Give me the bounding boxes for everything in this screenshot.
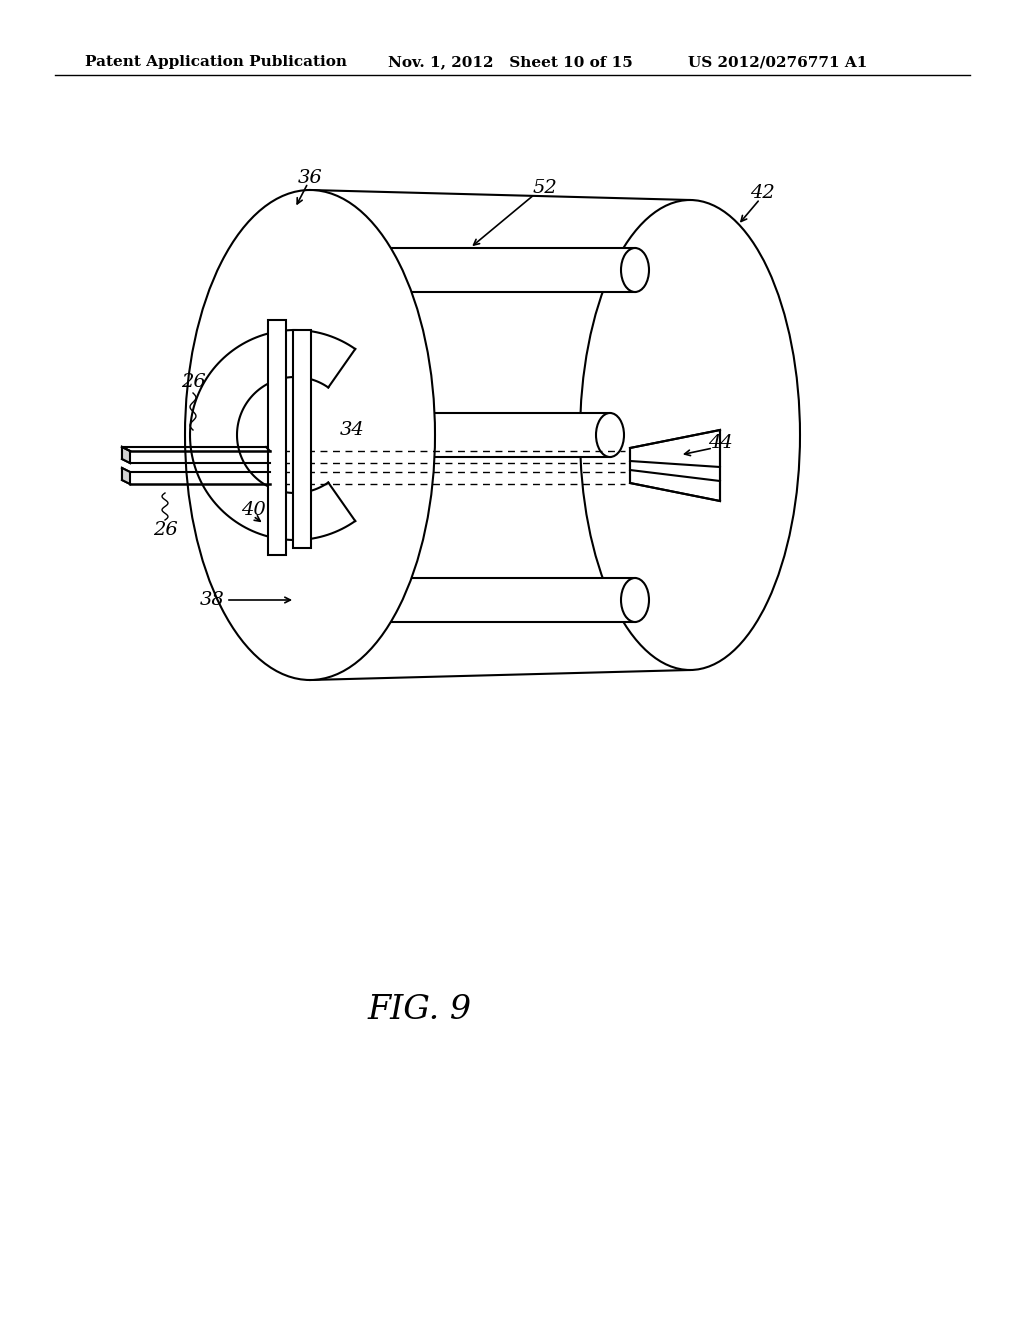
Text: 34: 34 xyxy=(340,421,365,440)
Text: 42: 42 xyxy=(750,183,774,202)
Text: 52: 52 xyxy=(532,180,557,197)
Polygon shape xyxy=(310,190,690,680)
Ellipse shape xyxy=(346,248,374,292)
Ellipse shape xyxy=(185,190,435,680)
Polygon shape xyxy=(268,319,286,554)
Polygon shape xyxy=(293,330,311,548)
Text: Nov. 1, 2012   Sheet 10 of 15: Nov. 1, 2012 Sheet 10 of 15 xyxy=(388,55,633,69)
Text: 38: 38 xyxy=(200,591,224,609)
Text: 40: 40 xyxy=(241,502,265,519)
Ellipse shape xyxy=(346,578,374,622)
Polygon shape xyxy=(360,578,635,622)
Polygon shape xyxy=(122,469,130,484)
Text: 26: 26 xyxy=(153,521,177,539)
Polygon shape xyxy=(630,430,720,502)
Ellipse shape xyxy=(580,201,800,671)
Polygon shape xyxy=(385,413,610,457)
Text: FIG. 9: FIG. 9 xyxy=(368,994,472,1026)
Polygon shape xyxy=(360,248,635,292)
Ellipse shape xyxy=(371,413,399,457)
Text: 44: 44 xyxy=(708,434,732,451)
Text: Patent Application Publication: Patent Application Publication xyxy=(85,55,347,69)
Text: US 2012/0276771 A1: US 2012/0276771 A1 xyxy=(688,55,867,69)
Ellipse shape xyxy=(621,248,649,292)
Polygon shape xyxy=(122,447,130,463)
Text: 36: 36 xyxy=(298,169,323,187)
Ellipse shape xyxy=(596,413,624,457)
Text: 26: 26 xyxy=(180,374,206,391)
Ellipse shape xyxy=(621,578,649,622)
